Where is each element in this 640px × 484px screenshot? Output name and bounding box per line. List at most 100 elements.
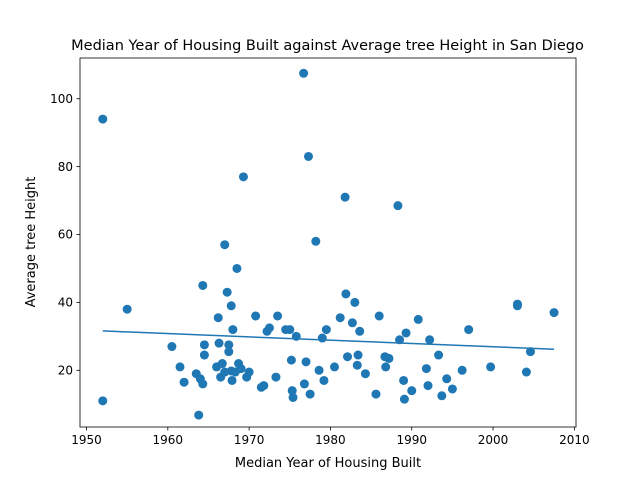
data-point xyxy=(521,367,531,377)
data-point xyxy=(335,313,345,323)
data-point xyxy=(413,314,423,324)
data-point xyxy=(434,350,444,360)
data-point xyxy=(423,381,433,391)
data-point xyxy=(251,311,261,321)
y-tick-label: 100 xyxy=(50,92,73,106)
data-point xyxy=(407,386,417,396)
x-tick-label: 1970 xyxy=(234,433,265,447)
data-point xyxy=(214,338,224,348)
data-point xyxy=(395,335,405,345)
data-point xyxy=(222,287,232,297)
x-tick-label: 2010 xyxy=(559,433,590,447)
data-point xyxy=(288,392,298,402)
x-tick-label: 2000 xyxy=(478,433,509,447)
data-point xyxy=(179,377,189,387)
data-point xyxy=(311,236,321,246)
data-point xyxy=(198,280,208,290)
data-point xyxy=(352,360,362,370)
data-point xyxy=(319,375,329,385)
data-point xyxy=(273,311,283,321)
data-point xyxy=(437,391,447,401)
y-axis-label: Average tree Height xyxy=(24,177,39,308)
data-point xyxy=(399,375,409,385)
data-point xyxy=(442,374,452,384)
data-point xyxy=(264,323,274,333)
data-point xyxy=(287,386,297,396)
data-point xyxy=(512,299,522,309)
data-point xyxy=(360,369,370,379)
data-point xyxy=(457,365,467,375)
data-point xyxy=(421,364,431,374)
data-point xyxy=(321,325,331,335)
data-point xyxy=(236,364,246,374)
data-point xyxy=(122,304,132,314)
data-point xyxy=(303,151,313,161)
data-point xyxy=(217,359,227,369)
data-point xyxy=(299,68,309,78)
data-point xyxy=(226,301,236,311)
plot-area-frame xyxy=(79,57,577,428)
data-point xyxy=(343,352,353,362)
y-axis-ticks: 20 40 60 80 100 xyxy=(50,92,80,378)
x-axis-ticks: 1950 1960 1970 1980 1990 2000 2010 xyxy=(71,427,590,447)
data-points-layer xyxy=(98,68,559,420)
data-point xyxy=(401,328,411,338)
data-point xyxy=(393,201,403,211)
data-point xyxy=(350,297,360,307)
data-point xyxy=(259,381,269,391)
data-point xyxy=(330,362,340,372)
y-tick-label: 80 xyxy=(58,160,73,174)
data-point xyxy=(340,192,350,202)
data-point xyxy=(286,355,296,365)
data-point xyxy=(167,342,177,352)
data-point xyxy=(232,263,242,273)
data-point xyxy=(549,308,559,318)
data-point xyxy=(271,372,281,382)
data-point xyxy=(353,350,363,360)
data-point xyxy=(194,410,204,420)
data-point xyxy=(98,396,108,406)
x-tick-label: 1960 xyxy=(153,433,184,447)
data-point xyxy=(399,394,409,404)
data-point xyxy=(341,289,351,299)
data-point xyxy=(238,172,248,182)
data-point xyxy=(301,357,311,367)
data-point xyxy=(525,347,535,357)
data-point xyxy=(347,318,357,328)
x-tick-label: 1980 xyxy=(315,433,346,447)
data-point xyxy=(425,335,435,345)
chart-title: Median Year of Housing Built against Ave… xyxy=(71,38,584,54)
data-point xyxy=(486,362,496,372)
data-point xyxy=(355,326,365,336)
data-point xyxy=(464,325,474,335)
data-point xyxy=(314,365,324,375)
data-point xyxy=(175,362,185,372)
data-point xyxy=(98,114,108,124)
data-point xyxy=(384,353,394,363)
data-point xyxy=(228,325,238,335)
y-tick-label: 60 xyxy=(58,228,73,242)
trend-line-layer xyxy=(102,330,555,351)
data-point xyxy=(371,389,381,399)
x-axis-label: Median Year of Housing Built xyxy=(235,456,421,471)
data-point xyxy=(381,362,391,372)
data-point xyxy=(447,384,457,394)
x-tick-label: 1990 xyxy=(396,433,427,447)
data-point xyxy=(299,379,309,389)
data-point xyxy=(220,240,230,250)
x-tick-label: 1950 xyxy=(71,433,102,447)
data-point xyxy=(224,347,234,357)
data-point xyxy=(305,389,315,399)
data-point xyxy=(199,350,209,360)
data-point xyxy=(244,367,254,377)
data-point xyxy=(374,311,384,321)
data-point xyxy=(213,313,223,323)
trend-line xyxy=(102,330,555,351)
data-point xyxy=(291,331,301,341)
data-point xyxy=(285,325,295,335)
data-point xyxy=(317,333,327,343)
data-point xyxy=(198,379,208,389)
data-point xyxy=(199,340,209,350)
